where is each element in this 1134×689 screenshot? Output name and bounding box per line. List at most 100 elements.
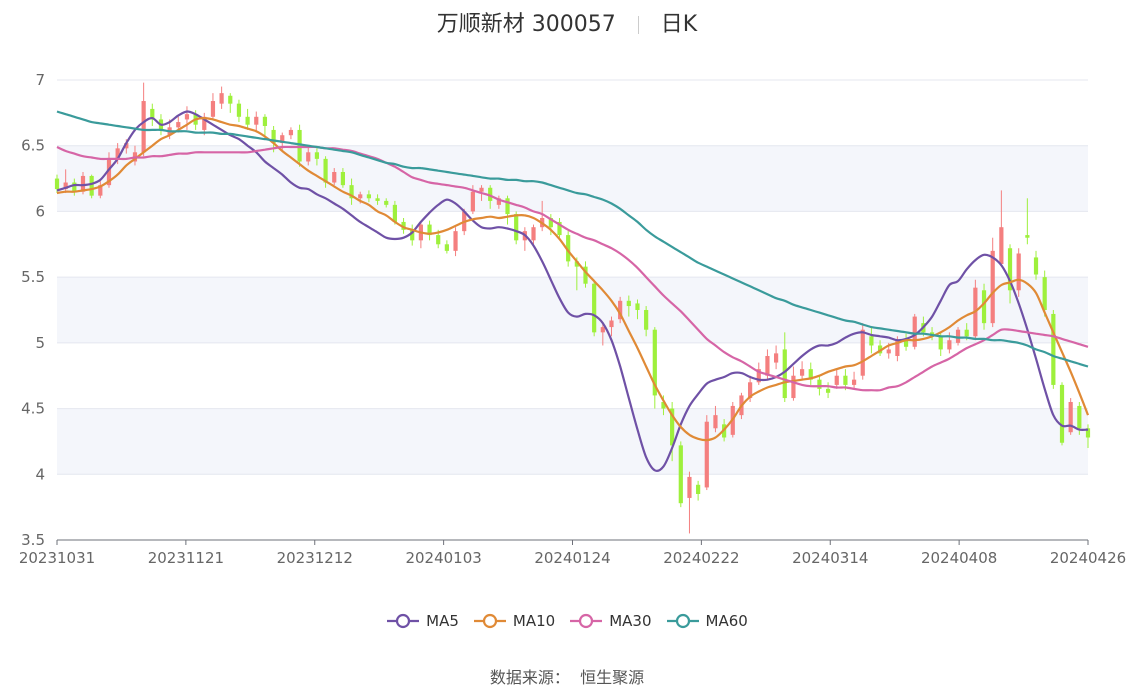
candle[interactable] <box>202 112 207 136</box>
legend-item-ma10[interactable]: MA10 <box>473 612 555 630</box>
candle[interactable] <box>210 93 216 120</box>
candle[interactable] <box>583 261 588 288</box>
candle[interactable] <box>375 194 380 205</box>
candle[interactable] <box>141 82 146 157</box>
candle[interactable] <box>89 174 94 199</box>
candle-body <box>228 95 233 104</box>
candle-body <box>106 158 112 186</box>
candle[interactable] <box>981 283 987 330</box>
candle[interactable] <box>808 362 813 385</box>
candle[interactable] <box>522 227 527 251</box>
candle[interactable] <box>514 211 519 245</box>
candle[interactable] <box>756 362 761 385</box>
candle[interactable] <box>245 108 250 130</box>
candle[interactable] <box>999 190 1004 267</box>
candle[interactable] <box>219 86 224 109</box>
candle[interactable] <box>678 441 683 508</box>
candle[interactable] <box>401 218 406 234</box>
candle[interactable] <box>236 99 242 123</box>
candle[interactable] <box>791 366 796 401</box>
candle[interactable] <box>618 296 623 324</box>
candle[interactable] <box>696 480 701 501</box>
candle[interactable] <box>1059 382 1065 446</box>
candle-body <box>713 415 718 429</box>
candle[interactable] <box>990 237 995 328</box>
candle[interactable] <box>774 345 779 370</box>
candle[interactable] <box>955 327 961 346</box>
candle[interactable] <box>670 402 675 462</box>
candle[interactable] <box>1051 310 1056 389</box>
candle[interactable] <box>1025 198 1030 245</box>
candle[interactable] <box>505 195 510 225</box>
candle[interactable] <box>903 333 909 351</box>
candle[interactable] <box>496 195 501 209</box>
candle[interactable] <box>1042 270 1047 317</box>
candle[interactable] <box>1085 424 1091 448</box>
candle[interactable] <box>687 471 692 534</box>
candle[interactable] <box>609 316 614 337</box>
candle[interactable] <box>600 323 605 346</box>
candle[interactable] <box>453 227 458 257</box>
candle[interactable] <box>349 178 354 205</box>
candle[interactable] <box>1033 250 1039 280</box>
legend-item-ma60[interactable]: MA60 <box>666 612 748 630</box>
candle[interactable] <box>1007 244 1013 304</box>
legend-item-ma5[interactable]: MA5 <box>386 612 459 630</box>
candle[interactable] <box>713 405 718 433</box>
chart-title: 万顺新材 300057 日K <box>0 6 1134 38</box>
candle[interactable] <box>877 340 883 356</box>
period-label[interactable]: 日K <box>660 12 698 37</box>
candle[interactable] <box>592 279 597 337</box>
candle[interactable] <box>531 224 536 245</box>
candle[interactable] <box>366 190 371 203</box>
candle-body <box>124 143 129 149</box>
candle[interactable] <box>626 295 631 317</box>
legend-item-ma30[interactable]: MA30 <box>569 612 652 630</box>
candle[interactable] <box>323 156 328 188</box>
candle[interactable] <box>288 127 294 140</box>
candle[interactable] <box>488 185 493 209</box>
candle[interactable] <box>444 240 449 254</box>
candle-body <box>280 135 285 144</box>
candle[interactable] <box>228 93 233 113</box>
candle[interactable] <box>557 218 562 238</box>
candle[interactable] <box>306 145 311 166</box>
candle-body <box>479 187 484 192</box>
candle[interactable] <box>644 306 649 337</box>
candle[interactable] <box>410 224 415 246</box>
candle[interactable] <box>297 124 302 167</box>
candle[interactable] <box>150 103 155 126</box>
candle[interactable] <box>418 221 423 249</box>
candle[interactable] <box>254 111 259 133</box>
candle-body <box>115 148 120 159</box>
title-separator <box>637 16 639 34</box>
candle[interactable] <box>912 313 917 350</box>
candle[interactable] <box>1068 398 1073 435</box>
candle[interactable] <box>704 415 709 491</box>
candle[interactable] <box>262 114 268 140</box>
candle[interactable] <box>799 361 805 380</box>
candle[interactable] <box>566 231 571 267</box>
candle-body <box>574 261 579 267</box>
candle[interactable] <box>63 169 68 194</box>
candle[interactable] <box>851 371 857 389</box>
candle[interactable] <box>384 198 389 208</box>
candle[interactable] <box>834 369 839 389</box>
candle[interactable] <box>340 168 346 188</box>
candle[interactable] <box>98 181 103 199</box>
candle[interactable] <box>314 148 320 166</box>
candle[interactable] <box>825 382 831 399</box>
candle[interactable] <box>782 332 787 402</box>
candle[interactable] <box>548 214 553 236</box>
candle[interactable] <box>635 299 640 320</box>
legend-marker-icon <box>473 613 506 629</box>
candle-body <box>947 340 952 350</box>
candle[interactable] <box>1016 248 1021 297</box>
candle-body <box>176 122 181 128</box>
candle[interactable] <box>332 168 337 186</box>
candle[interactable] <box>869 327 874 354</box>
candle-body <box>670 408 675 446</box>
candle[interactable] <box>72 178 77 196</box>
candle[interactable] <box>427 220 432 241</box>
candle[interactable] <box>652 327 657 409</box>
